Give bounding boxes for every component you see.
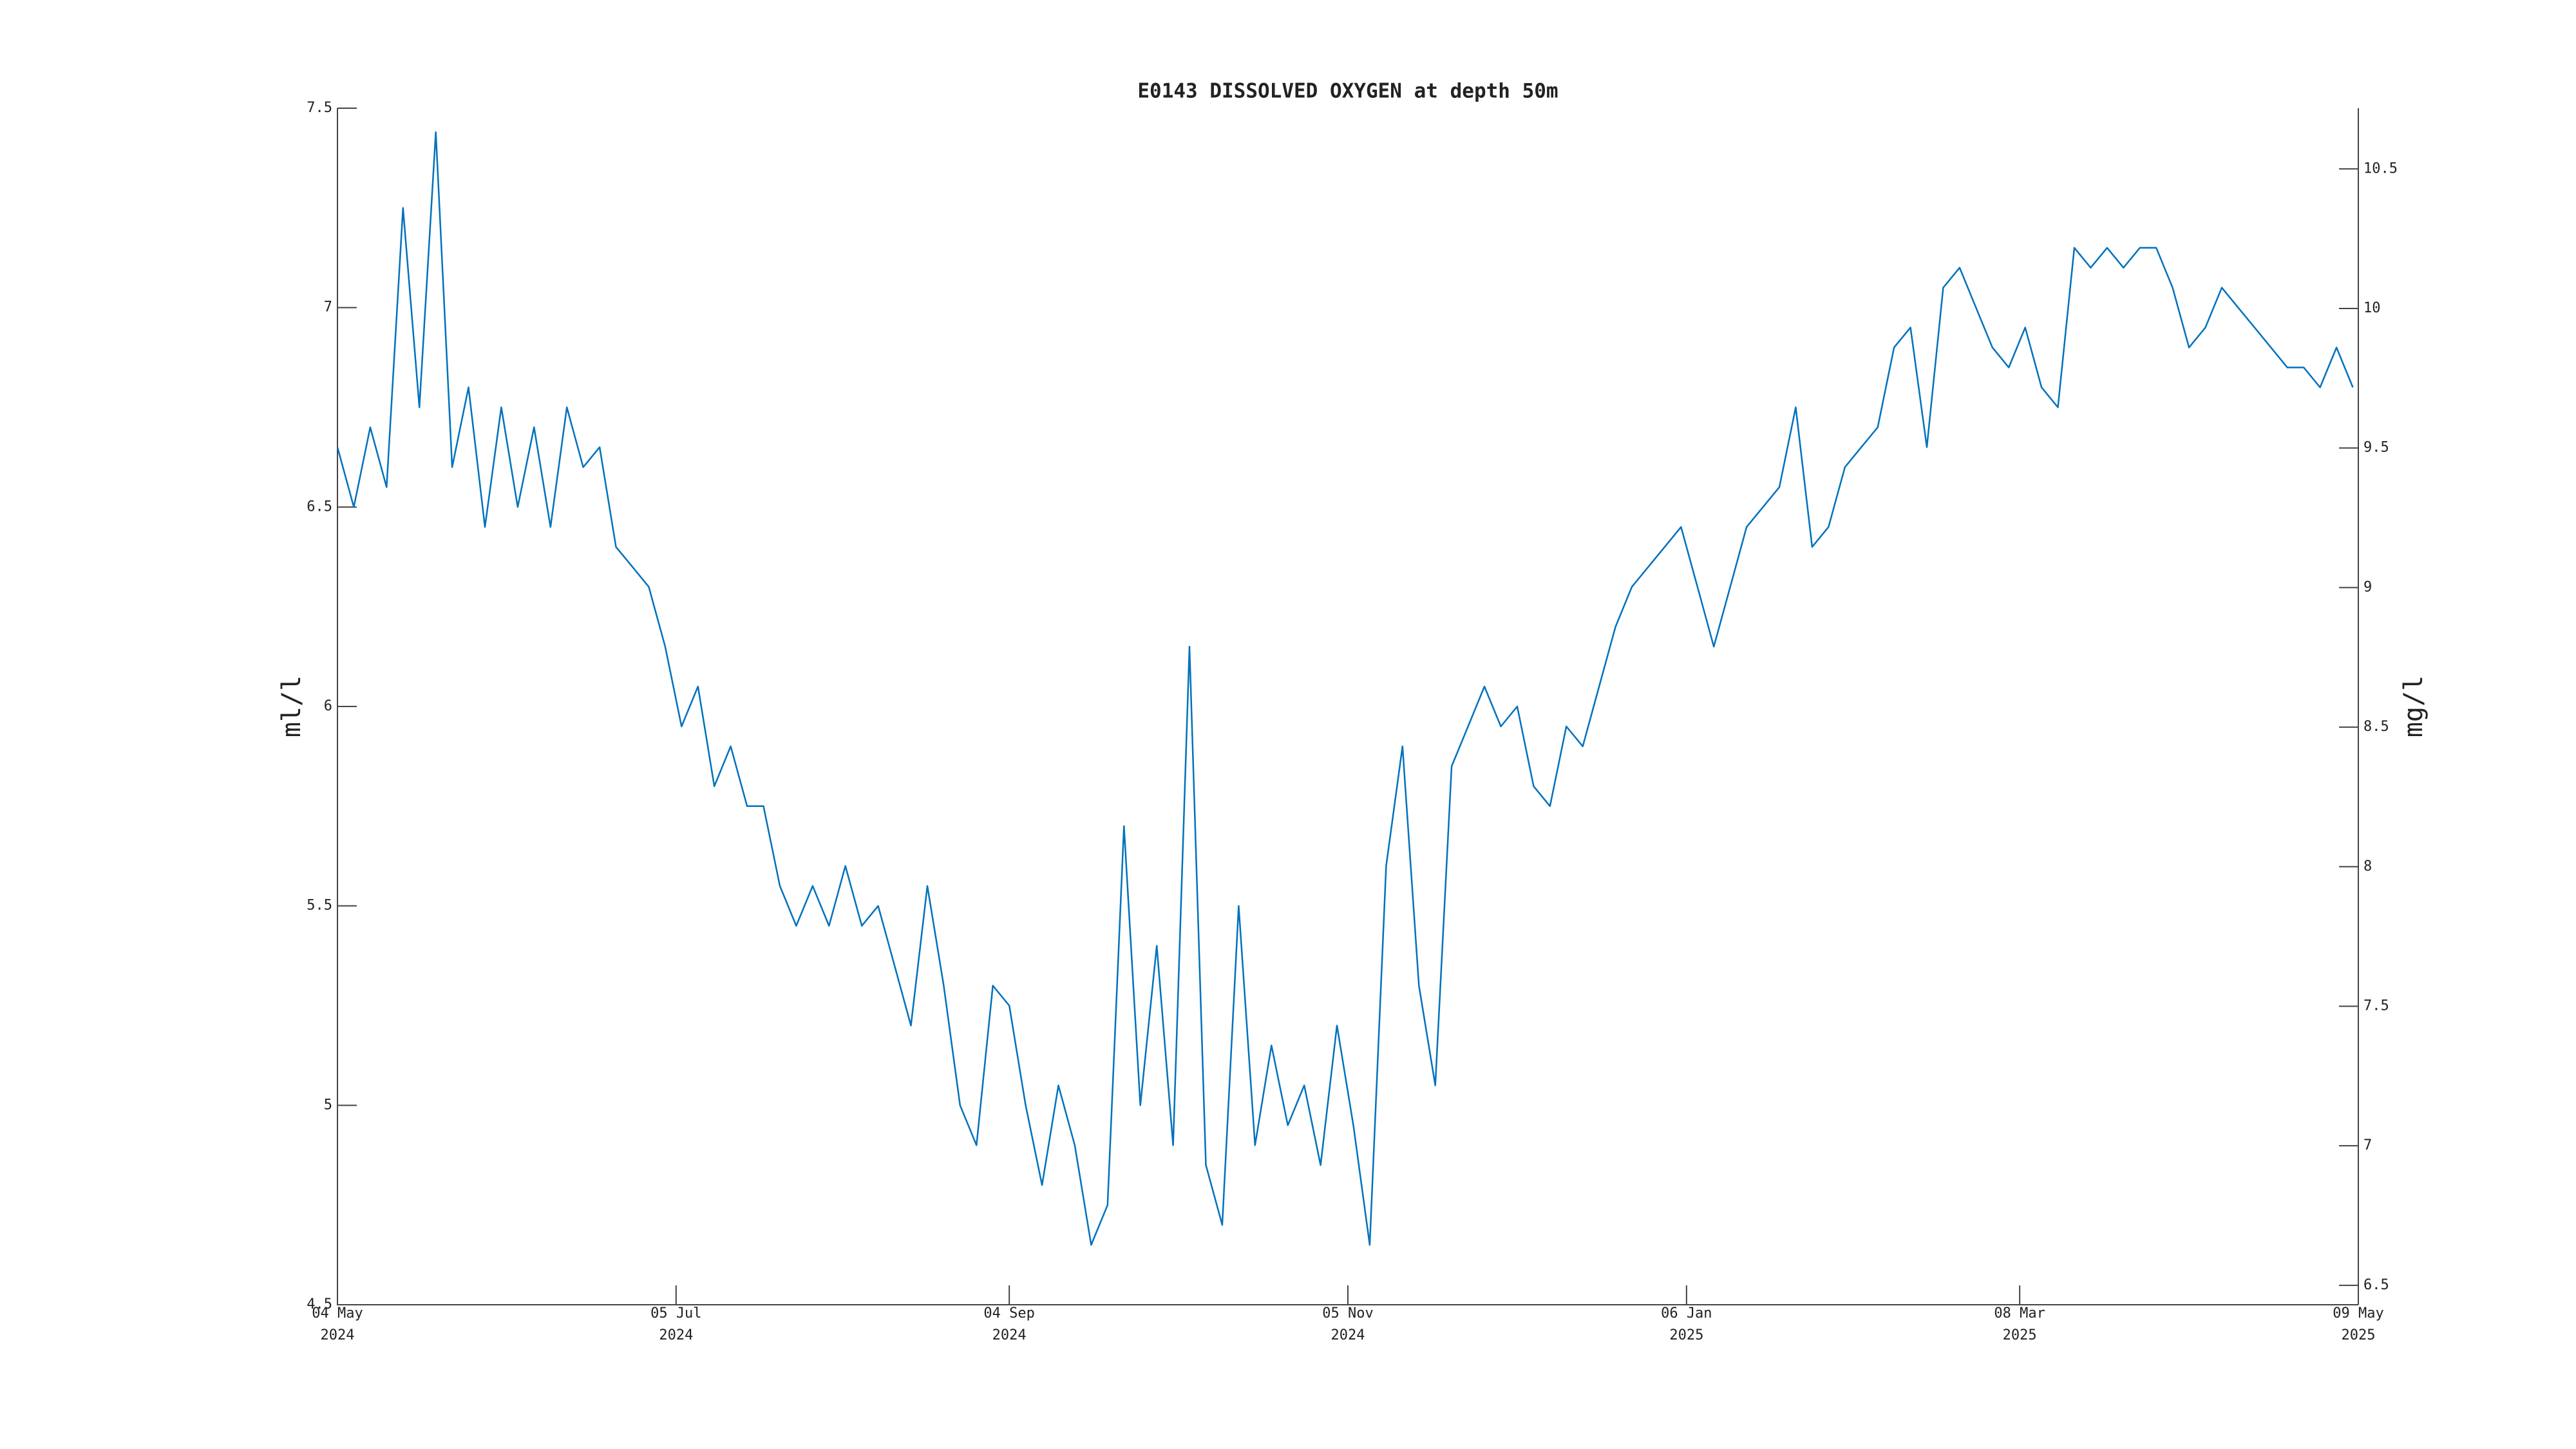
y2-tick-label: 8.5 [2363, 719, 2389, 735]
x-tick-label: 04 Sep 2024 [983, 1305, 1034, 1343]
x-tick-label: 05 Jul 2024 [650, 1305, 701, 1343]
y2-tick-label: 7.5 [2363, 998, 2389, 1014]
x-tick-label: 04 May 2024 [312, 1305, 363, 1343]
data-line [336, 131, 2354, 1246]
y2-tick-label: 6.5 [2363, 1277, 2389, 1293]
y-axis-label: ml/l [277, 676, 307, 737]
y2-tick-label: 10 [2363, 300, 2381, 316]
y2-tick-label: 10.5 [2363, 160, 2398, 176]
y2-tick-label: 9.5 [2363, 440, 2389, 456]
axis-lines [337, 108, 2359, 1305]
y2-axis-label: mg/l [2399, 676, 2429, 737]
x-tick-label: 06 Jan 2025 [1661, 1305, 1712, 1343]
y-tick-label: 5.5 [307, 898, 332, 914]
x-tick-label: 08 Mar 2025 [1994, 1305, 2045, 1343]
x-tick-label: 09 May 2025 [2333, 1305, 2383, 1343]
y-tick-label: 7 [324, 299, 332, 316]
y-tick-label: 7.5 [307, 100, 332, 116]
y2-tick-label: 7 [2363, 1137, 2372, 1153]
y2-tick-label: 9 [2363, 579, 2372, 595]
y2-tick-label: 8 [2363, 858, 2372, 875]
x-tick-label: 05 Nov 2024 [1322, 1305, 1373, 1343]
chart-title: E0143 DISSOLVED OXYGEN at depth 50m [1137, 80, 1558, 103]
y-tick-label: 6.5 [307, 498, 332, 515]
y-tick-label: 4.5 [307, 1296, 332, 1312]
y-tick-label: 6 [324, 698, 332, 714]
y-tick-label: 5 [324, 1097, 332, 1113]
